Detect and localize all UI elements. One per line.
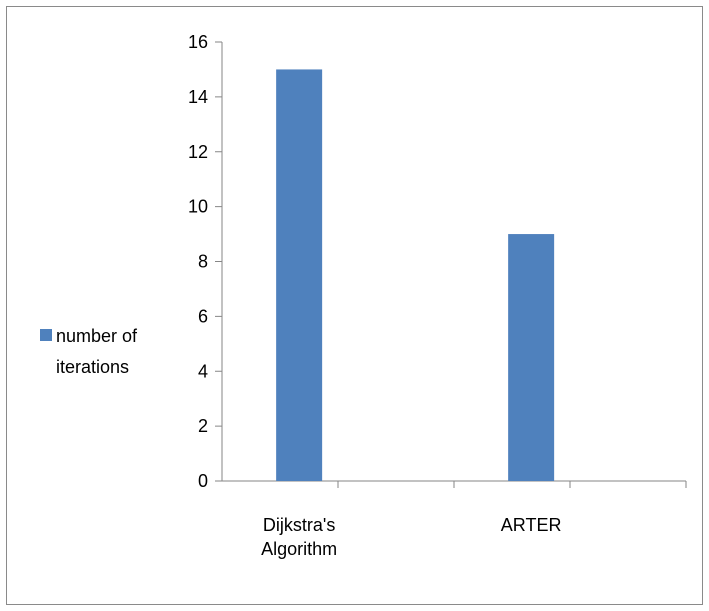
x-category-label: ARTER bbox=[501, 515, 562, 535]
y-tick-label: 10 bbox=[188, 197, 208, 217]
y-tick-label: 0 bbox=[198, 471, 208, 491]
y-tick-label: 4 bbox=[198, 361, 208, 381]
chart-frame bbox=[6, 6, 703, 605]
y-tick-label: 12 bbox=[188, 142, 208, 162]
legend-label: iterations bbox=[56, 357, 129, 377]
legend-label: number of bbox=[56, 326, 138, 346]
y-tick-label: 14 bbox=[188, 87, 208, 107]
y-tick-label: 2 bbox=[198, 416, 208, 436]
bar-1 bbox=[508, 234, 555, 481]
legend-swatch bbox=[40, 329, 52, 341]
x-category-label: Dijkstra's bbox=[263, 515, 335, 535]
y-tick-label: 16 bbox=[188, 32, 208, 52]
bar-0 bbox=[276, 69, 323, 481]
y-tick-label: 6 bbox=[198, 306, 208, 326]
y-tick-label: 8 bbox=[198, 252, 208, 272]
x-category-label: Algorithm bbox=[261, 539, 337, 559]
